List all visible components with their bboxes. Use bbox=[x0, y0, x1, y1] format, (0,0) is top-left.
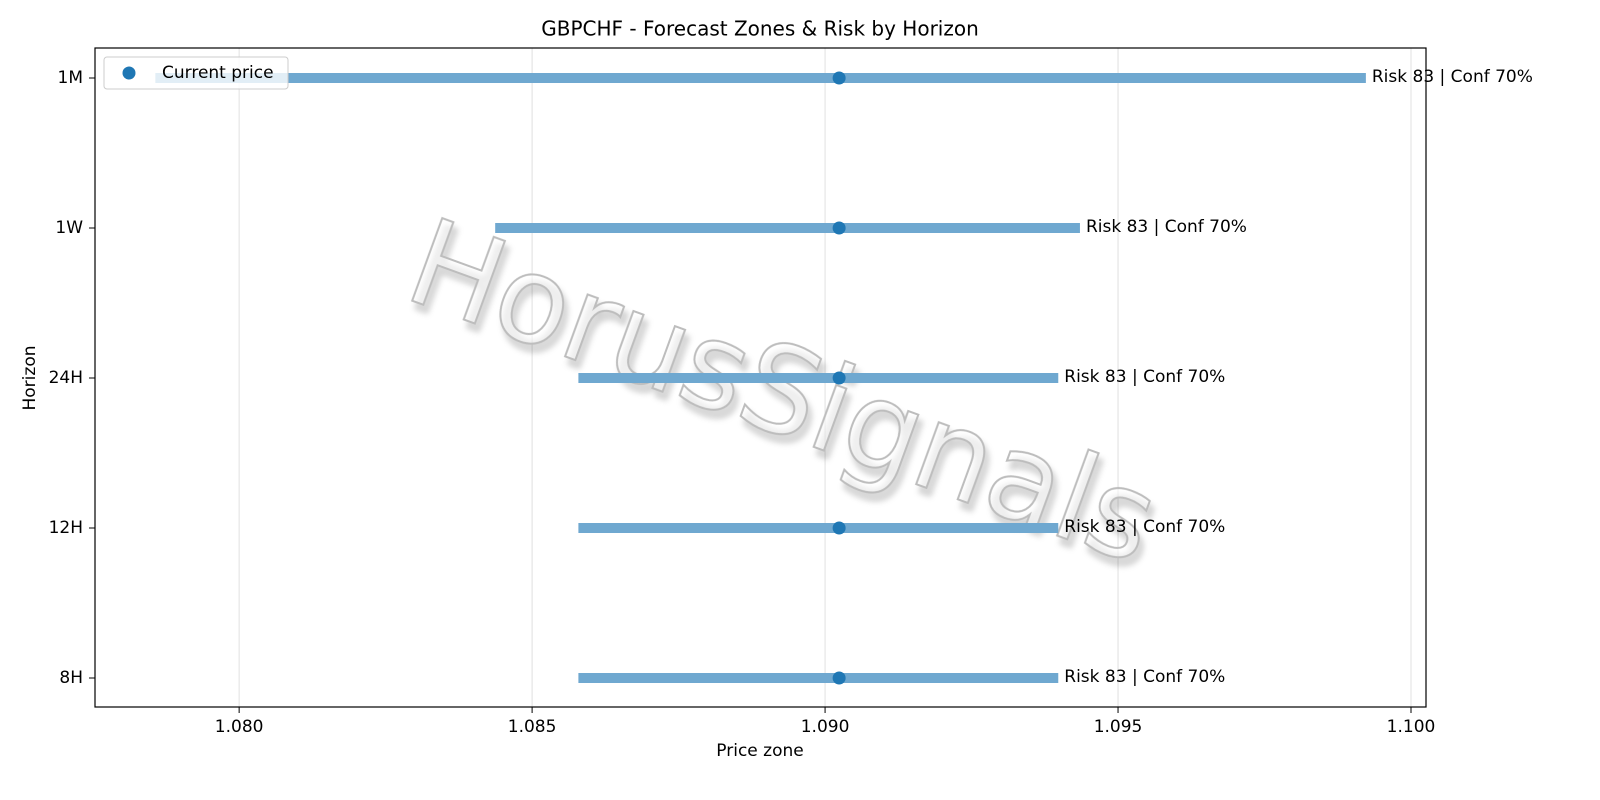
y-tick-label: 12H bbox=[49, 518, 83, 538]
legend-box bbox=[103, 56, 289, 90]
x-tick-label: 1.095 bbox=[1094, 717, 1143, 737]
annotation: Risk 83 | Conf 70% bbox=[1372, 67, 1533, 87]
legend-marker bbox=[122, 66, 136, 80]
annotation: Risk 83 | Conf 70% bbox=[1086, 217, 1247, 237]
current-price-dot bbox=[832, 521, 846, 535]
current-price-dot bbox=[832, 371, 846, 385]
x-tick-label: 1.085 bbox=[508, 717, 557, 737]
plot-frame bbox=[94, 47, 1427, 708]
annotation: Risk 83 | Conf 70% bbox=[1064, 667, 1225, 687]
x-tick-label: 1.080 bbox=[215, 717, 264, 737]
x-axis-label: Price zone bbox=[716, 741, 803, 761]
legend-label: Current price bbox=[162, 63, 274, 83]
y-tick-label: 1M bbox=[58, 68, 83, 88]
y-axis-label: Horizon bbox=[20, 346, 40, 411]
annotation: Risk 83 | Conf 70% bbox=[1064, 517, 1225, 537]
chart-title: GBPCHF - Forecast Zones & Risk by Horizo… bbox=[541, 17, 979, 41]
y-tick-label: 8H bbox=[59, 668, 83, 688]
x-tick-label: 1.100 bbox=[1387, 717, 1436, 737]
y-tick-label: 1W bbox=[55, 218, 83, 238]
annotation: Risk 83 | Conf 70% bbox=[1064, 367, 1225, 387]
current-price-dot bbox=[832, 221, 846, 235]
y-tick-label: 24H bbox=[49, 368, 83, 388]
current-price-dot bbox=[832, 671, 846, 685]
current-price-dot bbox=[832, 71, 846, 85]
legend: Current price bbox=[103, 56, 289, 90]
x-tick-label: 1.090 bbox=[801, 717, 850, 737]
